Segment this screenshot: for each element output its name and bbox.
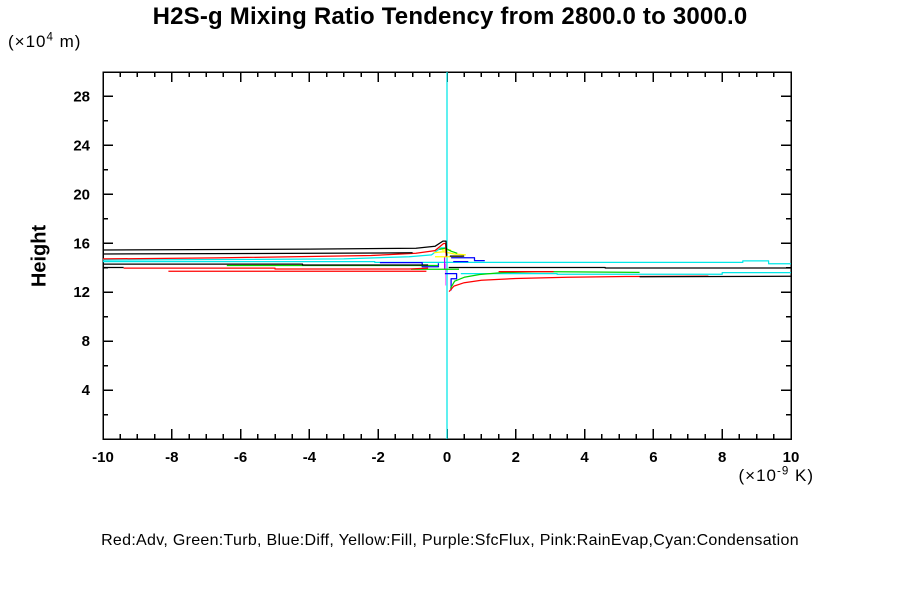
series-total-unlabeled — [102, 240, 792, 278]
x-unit-prefix: (×10 — [738, 466, 777, 485]
series-line — [103, 263, 429, 266]
series-line — [102, 242, 447, 260]
series-condensation — [102, 72, 791, 439]
series-line — [433, 251, 466, 256]
y-unit-superscript: 4 — [46, 31, 54, 44]
series-line — [102, 240, 448, 256]
x-unit-suffix: K) — [789, 466, 814, 485]
y-tick-label: 4 — [82, 382, 91, 399]
series-line — [439, 247, 458, 254]
series-line — [123, 267, 429, 270]
y-unit-suffix: m) — [53, 32, 82, 51]
x-tick-label: -8 — [165, 449, 178, 466]
x-tick-label: 0 — [443, 449, 451, 466]
y-tick-label: 20 — [73, 186, 90, 203]
series-line — [444, 272, 458, 291]
x-tick-label: 4 — [580, 449, 589, 466]
y-tick-label: 12 — [73, 284, 90, 301]
legend: Red:Adv, Green:Turb, Blue:Diff, Yellow:F… — [101, 532, 799, 549]
series-line — [102, 247, 446, 261]
x-tick-label: 6 — [649, 449, 657, 466]
x-tick-label: -4 — [303, 449, 317, 466]
x-axis-unit-label: (×10-9 K) — [738, 466, 814, 486]
series-line — [448, 266, 791, 269]
x-tick-label: -6 — [234, 449, 247, 466]
x-tick-label: -10 — [92, 449, 114, 466]
y-unit-prefix: (×10 — [8, 32, 47, 51]
y-tick-label: 8 — [82, 333, 90, 350]
series-line — [451, 257, 485, 262]
y-tick-label: 28 — [73, 88, 90, 105]
y-tick-label: 16 — [73, 235, 90, 252]
x-tick-label: 8 — [718, 449, 726, 466]
series-line — [102, 252, 413, 255]
chart-title: H2S-g Mixing Ratio Tendency from 2800.0 … — [152, 3, 748, 30]
series-line — [103, 260, 791, 265]
series-adv — [102, 242, 709, 293]
x-unit-superscript: -9 — [776, 465, 790, 478]
x-tick-label: 10 — [783, 449, 800, 466]
x-tick-label: -2 — [372, 449, 385, 466]
series-line — [448, 275, 709, 293]
y-tick-label: 24 — [73, 137, 90, 154]
series-line — [460, 271, 791, 275]
y-axis-unit-label: (×104 m) — [8, 32, 81, 52]
x-tick-label: 2 — [512, 449, 520, 466]
